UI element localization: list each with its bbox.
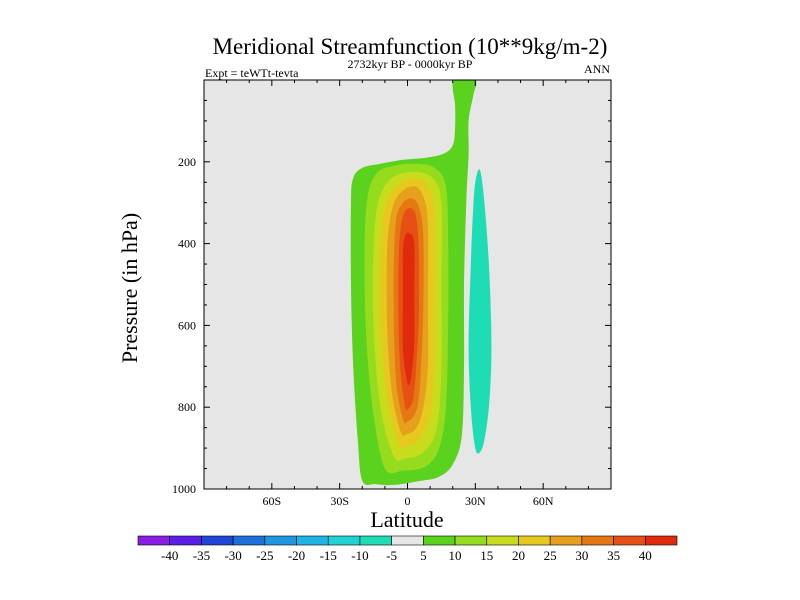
contour-layer (350, 80, 492, 486)
colorbar-swatch (549, 535, 583, 546)
colorbar-swatch (201, 535, 234, 546)
colorbar-swatch (486, 535, 519, 546)
colorbar-swatch (644, 535, 678, 546)
colorbar-label: 30 (575, 548, 588, 563)
x-axis: 60S 30S 0 30N 60N (226, 80, 589, 508)
colorbar-label: 40 (639, 548, 652, 563)
colorbar-swatch (518, 535, 551, 546)
colorbar-label: 5 (420, 548, 427, 563)
colorbar-swatch (296, 535, 329, 546)
x-tick-label: 30S (330, 494, 349, 508)
y-axis: 200 400 600 800 1000 (172, 99, 611, 496)
season-label: ANN (584, 62, 610, 76)
contour-level-40 (402, 232, 415, 386)
colorbar-swatch (581, 535, 614, 546)
x-tick-label: 0 (405, 494, 411, 508)
colorbar-label: 15 (480, 548, 493, 563)
colorbar-label: 20 (512, 548, 525, 563)
x-axis-label: Latitude (370, 507, 443, 532)
x-tick-label: 30N (465, 494, 486, 508)
colorbar-swatch (137, 535, 171, 546)
y-tick-label: 600 (178, 318, 196, 332)
colorbar-swatch (391, 535, 424, 546)
time-range-label: 2732kyr BP - 0000kyr BP (348, 57, 473, 71)
contour-level-neg5 (468, 169, 492, 454)
colorbar-swatch (169, 535, 202, 546)
colorbar-label: -35 (193, 548, 210, 563)
colorbar-swatch (359, 535, 392, 546)
colorbar-label: -20 (288, 548, 305, 563)
colorbar-label: -15 (320, 548, 337, 563)
y-tick-label: 800 (178, 400, 196, 414)
colorbar-swatch (232, 535, 266, 546)
x-tick-label: 60N (533, 494, 554, 508)
y-tick-label: 200 (178, 155, 196, 169)
colorbar-swatch (454, 535, 488, 546)
colorbar-swatch (613, 535, 646, 546)
x-tick-label: 60S (262, 494, 281, 508)
colorbar-swatch (327, 535, 361, 546)
colorbar: -40 -35 -30 -25 -20 -15 -10 -5 5 10 15 20 25 30 35 40 (137, 535, 678, 563)
colorbar-label: 35 (607, 548, 620, 563)
colorbar-label: -10 (351, 548, 368, 563)
chart-title: Meridional Streamfunction (10**9kg/m-2) (213, 34, 608, 59)
y-axis-label: Pressure (in hPa) (117, 213, 142, 363)
colorbar-label: -40 (161, 548, 178, 563)
colorbar-label: 10 (449, 548, 462, 563)
experiment-label: Expt = teWTt-tevta (205, 66, 299, 80)
colorbar-label: -30 (224, 548, 241, 563)
colorbar-swatch (264, 535, 297, 546)
y-tick-label: 400 (178, 237, 196, 251)
colorbar-label: -5 (386, 548, 397, 563)
colorbar-swatch (423, 535, 456, 546)
colorbar-label: 25 (544, 548, 557, 563)
y-tick-label: 1000 (172, 482, 196, 496)
colorbar-label: -25 (256, 548, 273, 563)
